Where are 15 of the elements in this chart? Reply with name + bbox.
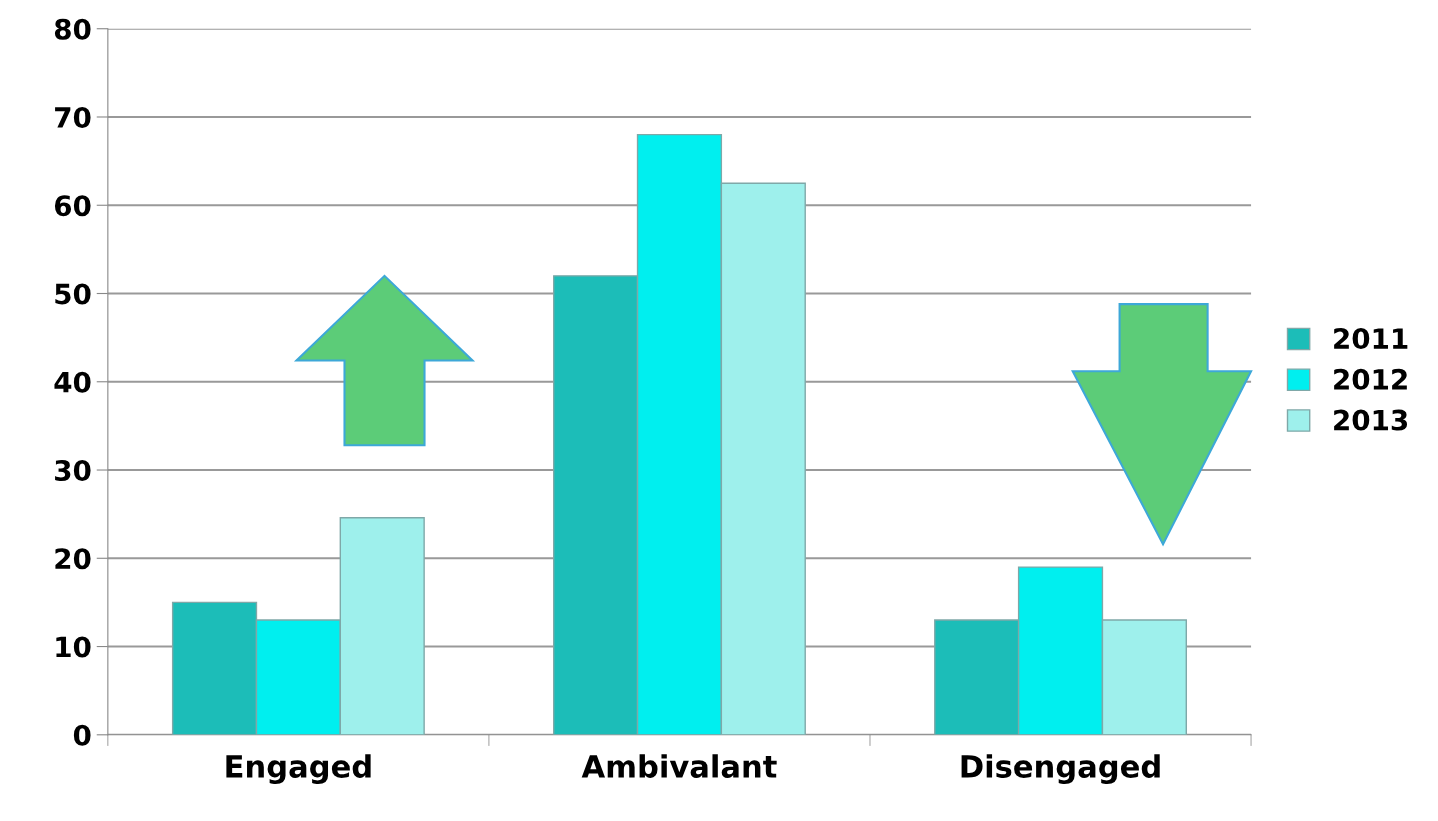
y-tick-label: 20 xyxy=(55,548,91,570)
y-tick-label: 70 xyxy=(55,106,91,128)
y-tick-label: 0 xyxy=(73,724,91,746)
y-tick-label: 30 xyxy=(55,459,91,481)
legend-label: 2012 xyxy=(1334,368,1407,390)
legend-label: 2011 xyxy=(1334,328,1408,350)
y-tick-label: 10 xyxy=(56,636,91,658)
y-tick-label: 50 xyxy=(55,283,91,305)
y-tick-label: 80 xyxy=(54,18,91,40)
y-tick-label: 40 xyxy=(54,371,91,393)
x-tick-label: Engaged xyxy=(226,754,371,785)
x-tick-label: Disengaged xyxy=(961,754,1160,785)
legend-label: 2013 xyxy=(1334,409,1408,431)
y-tick-label: 60 xyxy=(54,195,91,217)
x-tick-label: Ambivalant xyxy=(581,754,777,778)
